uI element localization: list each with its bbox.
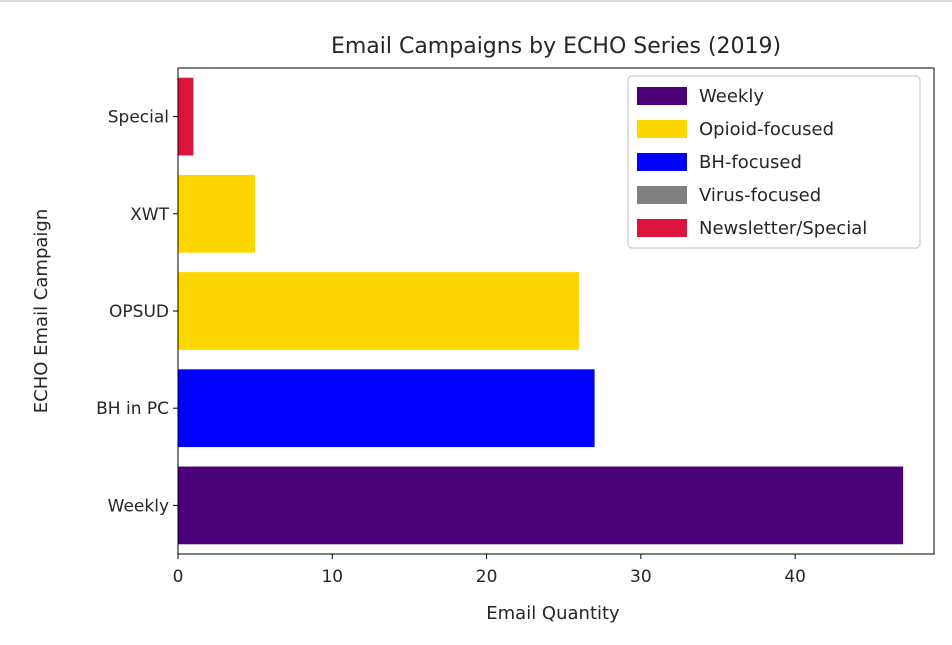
x-tick-label: 0 [173, 567, 184, 587]
legend-label: Virus-focused [699, 185, 821, 206]
legend: Weekly Opioid-focused BH-focused Virus-focu… [627, 75, 921, 249]
legend-swatch [637, 186, 687, 204]
legend-entries: Weekly Opioid-focused BH-focused Virus-focu… [637, 86, 867, 239]
y-tick-label: Special [108, 108, 169, 128]
y-axis-title: ECHO Email Campaign [31, 209, 52, 413]
legend-swatch [637, 87, 687, 105]
ticks-layer: Weekly BH in PC OPSUD XWT Special 0 10 20 30 40 [96, 108, 806, 587]
chart-title: Email Campaigns by ECHO Series (2019) [331, 34, 781, 59]
x-tick-label: 40 [784, 567, 806, 587]
x-tick-label: 20 [476, 567, 498, 587]
legend-label: Opioid-focused [699, 119, 834, 140]
legend-swatch [637, 120, 687, 138]
x-tick-label: 10 [321, 567, 343, 587]
y-tick-label: BH in PC [96, 399, 169, 419]
bar-bh-in-pc [178, 369, 595, 448]
x-tick-label: 30 [630, 567, 652, 587]
bars-layer [178, 77, 904, 545]
y-tick-label: Weekly [108, 496, 169, 516]
y-tick-label: OPSUD [109, 302, 169, 322]
top-rule [0, 0, 952, 2]
legend-label: Newsletter/Special [699, 218, 867, 239]
legend-swatch [637, 219, 687, 237]
legend-label: Weekly [699, 86, 764, 107]
bar-xwt [178, 174, 256, 253]
legend-frame [627, 75, 921, 249]
y-tick-label: XWT [130, 205, 169, 225]
plot-area-frame [177, 67, 935, 555]
bar-weekly [178, 466, 904, 545]
bar-special [178, 77, 194, 156]
bar-opsud [178, 272, 580, 350]
x-axis-title: Email Quantity [486, 603, 620, 624]
legend-label: BH-focused [699, 152, 802, 173]
legend-swatch [637, 153, 687, 171]
